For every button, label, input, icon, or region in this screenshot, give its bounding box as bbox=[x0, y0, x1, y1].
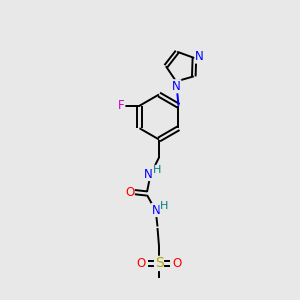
Text: S: S bbox=[154, 256, 164, 270]
Text: H: H bbox=[153, 165, 162, 176]
Text: N: N bbox=[195, 50, 204, 63]
Text: H: H bbox=[160, 201, 169, 212]
Text: O: O bbox=[136, 257, 146, 270]
Text: N: N bbox=[144, 167, 153, 181]
Text: O: O bbox=[125, 185, 134, 199]
Text: N: N bbox=[172, 80, 181, 93]
Text: O: O bbox=[172, 257, 182, 270]
Text: F: F bbox=[118, 99, 125, 112]
Text: N: N bbox=[152, 203, 160, 217]
